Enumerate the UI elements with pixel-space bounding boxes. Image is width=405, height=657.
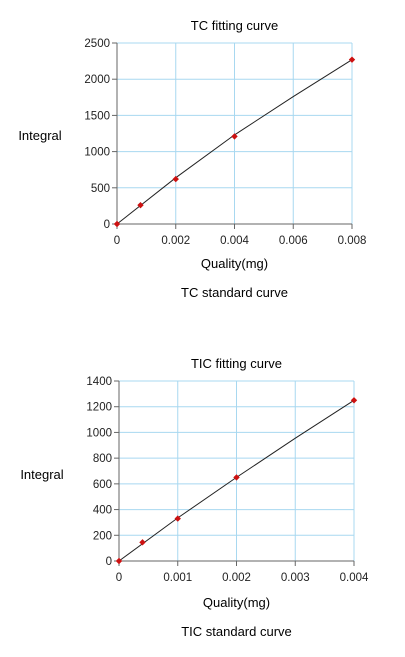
tic-y-tick-label: 400 [93, 505, 112, 517]
tic-y-tick-label: 1200 [86, 402, 112, 414]
tc-y-tick-label: 2000 [84, 74, 110, 86]
tic-x-tick-label: 0.004 [340, 572, 369, 584]
tic-y-tick-label: 200 [93, 530, 112, 542]
tic-x-axis-label: Quality(mg) [203, 595, 270, 610]
tic-y-tick-label: 1000 [86, 427, 112, 439]
tic-data-point [233, 474, 240, 481]
tic-x-tick-label: 0.002 [222, 572, 251, 584]
tc-chart-panel: 0 500 1000 1500 2000 2500 0 0.002 0.004 0.006 0.00… [0, 0, 405, 320]
tic-chart-title: TIC fitting curve [191, 356, 282, 371]
tc-data-point [113, 220, 121, 228]
tc-x-axis-label: Quality(mg) [201, 256, 268, 271]
tc-caption: TC standard curve [181, 285, 288, 300]
tic-x-tick-label: 0.003 [281, 572, 310, 584]
tc-x-tick-label: 0.004 [220, 235, 249, 247]
tc-x-tick-label: 0 [114, 235, 120, 247]
tic-data-point [174, 515, 181, 522]
tc-data-point [137, 201, 144, 209]
tic-y-axis-label: Integral [20, 467, 63, 482]
tc-chart-title: TC fitting curve [191, 18, 278, 33]
tic-chart-panel: 0 200 400 600 800 1000 1200 1400 0 0.001 0.002 0.00… [0, 340, 405, 657]
tic-data-point [115, 557, 123, 565]
tc-x-tick-label: 0.006 [279, 235, 308, 247]
tic-data-point [350, 397, 358, 404]
tc-y-axis-label: Integral [18, 128, 61, 143]
tic-y-tick-label: 1400 [86, 376, 112, 388]
tc-y-tick-label: 2500 [84, 38, 110, 50]
tc-y-tick-label: 1000 [84, 147, 110, 159]
tic-x-tick-label: 0.001 [163, 572, 192, 584]
tc-x-tick-label: 0.002 [161, 235, 190, 247]
tc-chart-svg: 0 500 1000 1500 2000 2500 0 0.002 0.004 0.006 0.00… [18, 18, 367, 300]
tic-y-tick-label: 800 [93, 453, 112, 465]
tc-y-tick-label: 500 [91, 183, 110, 195]
tc-y-tick-label: 0 [104, 219, 110, 231]
tc-x-tick-label: 0.008 [338, 235, 367, 247]
tc-data-point [348, 56, 356, 63]
tc-data-point [231, 133, 238, 140]
tic-x-tick-label: 0 [116, 572, 122, 584]
tic-caption: TIC standard curve [181, 624, 292, 639]
tic-y-tick-label: 600 [93, 479, 112, 491]
tic-y-tick-label: 0 [106, 556, 112, 568]
tc-data-point [172, 175, 179, 183]
tic-chart-svg: 0 200 400 600 800 1000 1200 1400 0 0.001 0.002 0.00… [20, 356, 369, 639]
tc-y-tick-label: 1500 [84, 110, 110, 122]
